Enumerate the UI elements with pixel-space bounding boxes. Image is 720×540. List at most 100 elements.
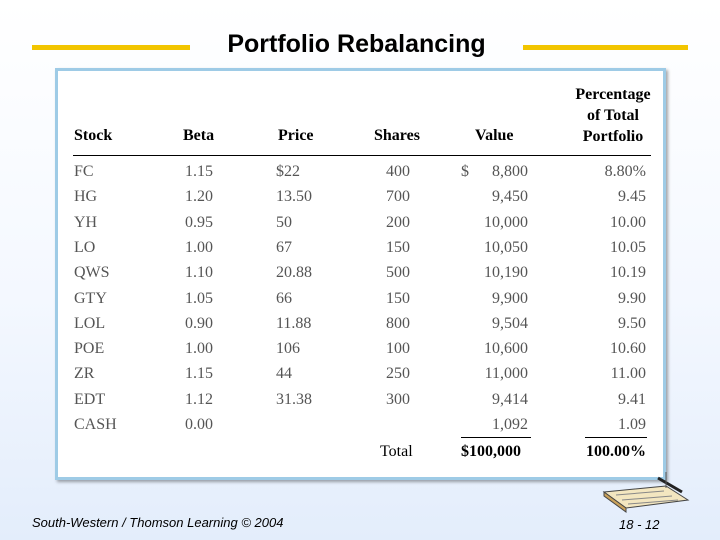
book-and-pen-icon <box>602 472 690 513</box>
header-percentage-line2: of Total <box>586 107 639 124</box>
cell-beta: 1.15 <box>185 365 213 383</box>
total-percentage: 100.00% <box>586 443 646 460</box>
cell-beta: 1.10 <box>185 264 213 282</box>
cell-shares: 500 <box>386 264 410 282</box>
header-price: Price <box>278 127 314 144</box>
cell-price: 31.38 <box>276 390 312 408</box>
cell-beta: 1.05 <box>185 289 213 307</box>
total-label: Total <box>380 443 413 460</box>
table-row: YH 0.95 50 200 10,000 10.00 <box>58 214 663 239</box>
title-bar: Portfolio Rebalancing <box>0 28 720 64</box>
table-row: CASH 0.00 1,092 1.09 <box>58 416 663 441</box>
cell-price: 20.88 <box>276 264 312 282</box>
cell-stock: LOL <box>74 314 106 332</box>
cell-shares: 300 <box>386 390 410 408</box>
cell-beta: 1.20 <box>185 188 213 206</box>
cell-stock: ZR <box>74 365 95 383</box>
header-divider <box>73 155 651 156</box>
cell-value: 10,600 <box>484 340 528 358</box>
cell-value: 9,450 <box>492 188 528 206</box>
cell-shares: 100 <box>386 340 410 358</box>
table-row: HG 1.20 13.50 700 9,450 9.45 <box>58 188 663 213</box>
cell-shares: 700 <box>386 188 410 206</box>
cell-price: 44 <box>276 365 292 383</box>
cell-shares: 200 <box>386 213 410 231</box>
cell-dollar-sign: $ <box>461 163 469 180</box>
cell-value: 9,504 <box>492 314 528 332</box>
title-accent-line-left <box>32 45 190 50</box>
cell-percentage: 10.00 <box>610 213 646 231</box>
cell-shares: 800 <box>386 314 410 332</box>
cell-price: 50 <box>276 213 292 231</box>
header-percentage: Percentage of Total Portfolio <box>563 84 663 147</box>
cell-percentage: 10.05 <box>610 238 646 256</box>
footer-copyright: South-Western / Thomson Learning © 2004 <box>32 515 284 530</box>
cell-stock: POE <box>74 340 105 358</box>
header-beta: Beta <box>183 127 215 144</box>
header-shares: Shares <box>374 127 420 144</box>
cell-value: 1,092 <box>492 416 528 433</box>
cell-price: $22 <box>276 163 300 180</box>
cell-percentage: 10.19 <box>610 264 646 282</box>
cell-percentage: 1.09 <box>618 416 646 433</box>
cell-percentage: 9.50 <box>618 314 646 332</box>
cell-percentage: 11.00 <box>610 365 646 383</box>
table-row: LOL 0.90 11.88 800 9,504 9.50 <box>58 315 663 340</box>
cell-percentage: 8.80% <box>604 163 646 180</box>
cell-stock: CASH <box>74 416 117 433</box>
cell-stock: QWS <box>74 264 110 282</box>
cell-value: 8,800 <box>492 163 528 180</box>
cell-beta: 1.15 <box>185 163 213 180</box>
cell-beta: 1.12 <box>185 390 213 408</box>
header-stock: Stock <box>74 127 113 144</box>
cell-stock: FC <box>74 163 94 180</box>
footer-page-number: 18 - 12 <box>619 517 660 532</box>
cell-value: 9,414 <box>492 390 528 408</box>
cell-shares: 250 <box>386 365 410 383</box>
table-row: GTY 1.05 66 150 9,900 9.90 <box>58 290 663 315</box>
value-total-rule <box>461 437 531 438</box>
cell-value: 11,000 <box>484 365 528 383</box>
cell-price: 106 <box>276 340 300 358</box>
cell-stock: LO <box>74 238 96 256</box>
cell-shares: 150 <box>386 238 410 256</box>
cell-beta: 0.90 <box>185 314 213 332</box>
table-row: QWS 1.10 20.88 500 10,190 10.19 <box>58 264 663 289</box>
cell-beta: 0.95 <box>185 213 213 231</box>
cell-price: 66 <box>276 289 292 307</box>
cell-price: 67 <box>276 238 292 256</box>
header-percentage-line3: Portfolio <box>582 128 644 145</box>
table-row: FC 1.15 $22 400 $8,800 8.80% <box>58 163 663 188</box>
title-accent-line-right <box>523 45 688 50</box>
cell-stock: YH <box>74 213 98 231</box>
total-value: $100,000 <box>461 443 521 460</box>
header-percentage-line1: Percentage <box>575 86 651 103</box>
table-row: EDT 1.12 31.38 300 9,414 9.41 <box>58 391 663 416</box>
cell-percentage: 9.41 <box>618 390 646 408</box>
cell-shares: 400 <box>386 163 410 180</box>
cell-percentage: 9.45 <box>618 188 646 206</box>
header-value: Value <box>475 127 514 144</box>
portfolio-table-frame: Stock Beta Price Shares Value Percentage… <box>55 68 666 480</box>
cell-beta: 0.00 <box>185 416 213 433</box>
cell-stock: HG <box>74 188 98 206</box>
cell-value: 10,190 <box>484 264 528 282</box>
slide-title: Portfolio Rebalancing <box>227 30 486 58</box>
cell-beta: 1.00 <box>185 340 213 358</box>
cell-value: 10,050 <box>484 238 528 256</box>
table-row: LO 1.00 67 150 10,050 10.05 <box>58 239 663 264</box>
table-row: POE 1.00 106 100 10,600 10.60 <box>58 340 663 365</box>
table-row: ZR 1.15 44 250 11,000 11.00 <box>58 365 663 390</box>
cell-percentage: 9.90 <box>618 289 646 307</box>
cell-stock: GTY <box>74 289 107 307</box>
cell-value: 10,000 <box>484 213 528 231</box>
cell-value: 9,900 <box>492 289 528 307</box>
cell-price: 13.50 <box>276 188 312 206</box>
cell-percentage: 10.60 <box>610 340 646 358</box>
cell-shares: 150 <box>386 289 410 307</box>
cell-stock: EDT <box>74 390 106 408</box>
cell-price: 11.88 <box>276 314 312 332</box>
cell-beta: 1.00 <box>185 238 213 256</box>
portfolio-table: Stock Beta Price Shares Value Percentage… <box>58 71 663 477</box>
pct-total-rule <box>585 437 647 438</box>
